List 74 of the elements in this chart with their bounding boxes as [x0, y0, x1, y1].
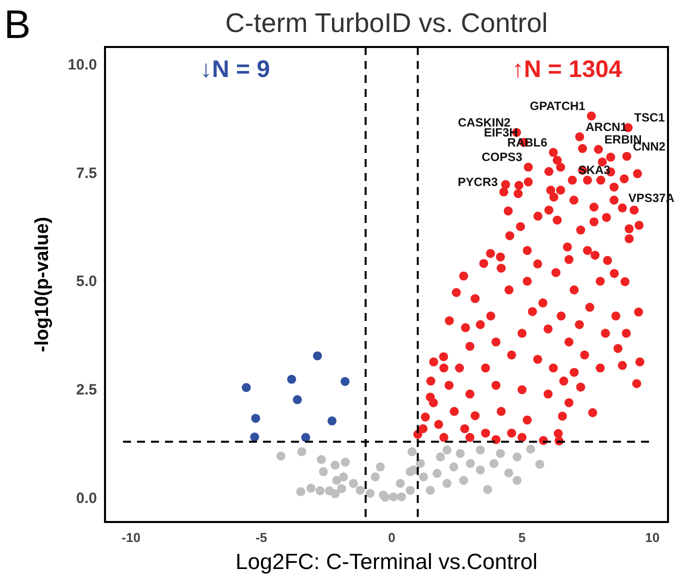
point [449, 462, 458, 472]
y-tick-label: 7.5 [76, 164, 97, 182]
point [356, 486, 365, 495]
x-tick-label: 5 [518, 530, 526, 545]
annotation: TSC1 [634, 110, 666, 125]
point [296, 487, 306, 496]
point [328, 416, 337, 426]
point [459, 476, 468, 485]
point [442, 478, 452, 488]
y-tick-label: 5.0 [76, 273, 97, 290]
point [396, 478, 405, 488]
text: B [4, 3, 31, 47]
point [340, 458, 350, 467]
point [337, 484, 346, 494]
chart-title: C-term TurboID vs. Control [225, 8, 548, 38]
point [297, 447, 306, 456]
point [466, 458, 475, 468]
x-tick-label: 10 [645, 530, 660, 545]
point [456, 448, 465, 458]
point [526, 444, 536, 454]
point [419, 472, 428, 482]
point [301, 432, 310, 442]
point [432, 468, 442, 478]
annotation: COPS3 [482, 150, 523, 164]
y-tick-label: 0.0 [76, 490, 97, 508]
point [504, 468, 514, 478]
point [338, 472, 348, 482]
point [340, 376, 350, 386]
point [489, 458, 498, 468]
x-tick-label: 0 [388, 530, 396, 545]
point [306, 484, 316, 493]
point [496, 448, 505, 458]
point [483, 484, 492, 494]
point [376, 462, 385, 472]
point [366, 488, 375, 498]
point [292, 395, 302, 404]
point [312, 351, 322, 360]
point [348, 478, 358, 488]
point [389, 492, 398, 502]
point [251, 414, 260, 423]
annotation: PYCR3 [458, 174, 498, 189]
point [332, 476, 342, 485]
point [370, 472, 380, 482]
point [406, 486, 415, 495]
x-tick-label: -5 [256, 530, 268, 545]
x-axis-title: Log2FC: C-Terminal vs.Control [236, 549, 538, 574]
point [250, 432, 260, 442]
point [276, 452, 286, 461]
point [330, 460, 340, 470]
y-tick-label: 10.0 [68, 56, 97, 74]
point [316, 486, 325, 496]
point [242, 383, 251, 392]
point [512, 476, 522, 485]
point [512, 452, 522, 462]
point [330, 489, 340, 498]
series-label: ↑N = 1304 [512, 56, 623, 83]
point [408, 447, 417, 456]
annotation: CASKIN2 [458, 115, 511, 130]
point [426, 486, 435, 495]
point [287, 374, 296, 384]
point [436, 452, 445, 462]
point [476, 465, 485, 474]
annotation: GPATCH1 [530, 98, 586, 113]
point [416, 458, 425, 468]
y-tick-label: 2.5 [76, 382, 97, 399]
point [318, 467, 328, 476]
point [476, 445, 485, 454]
point [316, 455, 326, 464]
point [397, 492, 406, 502]
text: ↓N = 9 [200, 56, 270, 83]
x-tick-label: -10 [122, 530, 140, 545]
point [535, 460, 544, 469]
y-axis-title: -log10(p-value) [32, 216, 53, 352]
point [442, 445, 452, 454]
